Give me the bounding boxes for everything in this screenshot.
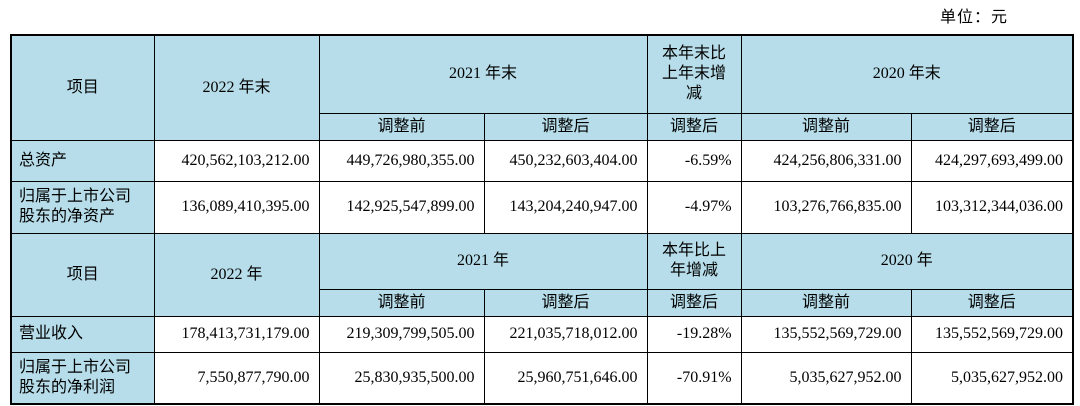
cell-operating-revenue-change: -19.28% bbox=[646, 315, 742, 353]
table2-header-item: 项目 bbox=[10, 232, 155, 317]
row-label-operating-revenue: 营业收入 bbox=[10, 315, 155, 353]
table1-header-2022: 2022 年末 bbox=[153, 34, 320, 141]
cell-operating-revenue-2021-pre: 219,309,799,505.00 bbox=[318, 315, 485, 353]
cell-net-assets-2021-post: 143,204,240,947.00 bbox=[483, 180, 648, 234]
cell-operating-revenue-2020-post: 135,552,569,729.00 bbox=[910, 315, 1074, 353]
table2-subheader-2020-pre: 调整前 bbox=[740, 288, 912, 317]
table2-header-2021: 2021 年 bbox=[318, 232, 648, 290]
cell-total-assets-2021-post: 450,232,603,404.00 bbox=[483, 139, 648, 182]
cell-net-assets-change: -4.97% bbox=[646, 180, 742, 234]
table1-subheader-2020-post: 调整后 bbox=[910, 112, 1074, 141]
cell-net-profit-2020-post: 5,035,627,952.00 bbox=[910, 351, 1074, 405]
row-label-total-assets: 总资产 bbox=[10, 139, 155, 182]
row-label-net-profit: 归属于上市公司 股东的净利润 bbox=[10, 351, 155, 405]
cell-total-assets-2020-post: 424,297,693,499.00 bbox=[910, 139, 1074, 182]
table2-header-row-1: 项目 2022 年 2021 年 本年比上 年增减 2020 年 bbox=[10, 232, 1074, 317]
table1-subheader-2021-post: 调整后 bbox=[483, 112, 648, 141]
table-row-net-assets: 归属于上市公司 股东的净资产 136,089,410,395.00 142,92… bbox=[10, 180, 1074, 234]
table1-subheader-2020-pre: 调整前 bbox=[740, 112, 912, 141]
cell-net-assets-2022: 136,089,410,395.00 bbox=[153, 180, 320, 234]
table2-header-change: 本年比上 年增减 bbox=[646, 232, 742, 290]
cell-total-assets-2022: 420,562,103,212.00 bbox=[153, 139, 320, 182]
table1-header-row-2: 调整前 调整后 调整后 调整前 调整后 bbox=[11, 112, 1074, 141]
table1-header-change: 本年末比 上年末增 减 bbox=[646, 34, 742, 114]
cell-operating-revenue-2022: 178,413,731,179.00 bbox=[153, 315, 320, 353]
unit-label: 单位：元 bbox=[939, 9, 1008, 26]
table2-subheader-change-post: 调整后 bbox=[646, 288, 742, 317]
cell-net-assets-2021-pre: 142,925,547,899.00 bbox=[318, 180, 485, 234]
table1-subheader-change-post: 调整后 bbox=[646, 112, 742, 141]
table-row-total-assets: 总资产 420,562,103,212.00 449,726,980,355.0… bbox=[10, 139, 1074, 182]
table2-header-2022: 2022 年 bbox=[153, 232, 320, 317]
row-label-net-assets: 归属于上市公司 股东的净资产 bbox=[10, 180, 155, 234]
cell-net-profit-2021-pre: 25,830,935,500.00 bbox=[318, 351, 485, 405]
cell-net-profit-2020-pre: 5,035,627,952.00 bbox=[740, 351, 912, 405]
table1-header-2020: 2020 年末 bbox=[740, 34, 1074, 114]
table2-header-2020: 2020 年 bbox=[740, 232, 1074, 290]
table1-header-row-1: 项目 2022 年末 2021 年末 本年末比 上年末增 减 2020 年末 bbox=[10, 34, 1074, 141]
cell-net-profit-change: -70.91% bbox=[646, 351, 742, 405]
cell-net-assets-2020-post: 103,312,344,036.00 bbox=[910, 180, 1074, 234]
cell-operating-revenue-2020-pre: 135,552,569,729.00 bbox=[740, 315, 912, 353]
cell-total-assets-2020-pre: 424,256,806,331.00 bbox=[740, 139, 912, 182]
cell-net-profit-2022: 7,550,877,790.00 bbox=[153, 351, 320, 405]
table-row-net-profit: 归属于上市公司 股东的净利润 7,550,877,790.00 25,830,9… bbox=[10, 351, 1074, 405]
cell-total-assets-2021-pre: 449,726,980,355.00 bbox=[318, 139, 485, 182]
financial-summary-table: 项目 2022 年末 2021 年末 本年末比 上年末增 减 2020 年末 调… bbox=[10, 34, 1075, 405]
cell-net-profit-2021-post: 25,960,751,646.00 bbox=[483, 351, 648, 405]
cell-net-assets-2020-pre: 103,276,766,835.00 bbox=[740, 180, 912, 234]
table2-subheader-2021-pre: 调整前 bbox=[318, 288, 485, 317]
table2-header-row-2: 调整前 调整后 调整后 调整前 调整后 bbox=[11, 288, 1074, 317]
table2-subheader-2021-post: 调整后 bbox=[483, 288, 648, 317]
cell-operating-revenue-2021-post: 221,035,718,012.00 bbox=[483, 315, 648, 353]
table1-header-2021: 2021 年末 bbox=[318, 34, 648, 114]
table2-subheader-2020-post: 调整后 bbox=[910, 288, 1074, 317]
table1-header-item: 项目 bbox=[10, 34, 155, 141]
cell-total-assets-change: -6.59% bbox=[646, 139, 742, 182]
table-row-operating-revenue: 营业收入 178,413,731,179.00 219,309,799,505.… bbox=[10, 315, 1074, 353]
table1-subheader-2021-pre: 调整前 bbox=[318, 112, 485, 141]
